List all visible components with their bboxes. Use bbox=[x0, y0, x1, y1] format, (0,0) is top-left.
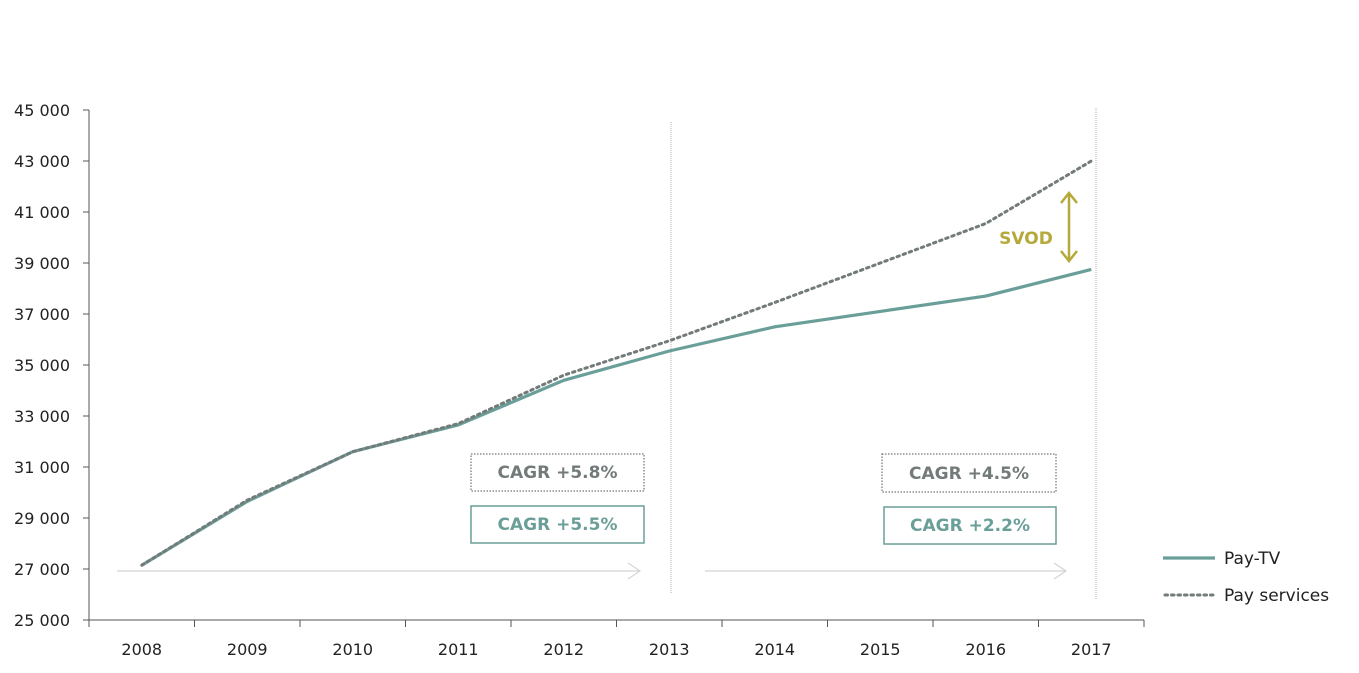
period-arrow-left bbox=[117, 562, 642, 580]
y-tick-label: 41 000 bbox=[14, 203, 70, 222]
svod-label: SVOD bbox=[999, 229, 1053, 249]
x-tick-label: 2015 bbox=[860, 640, 901, 659]
y-tick-label: 43 000 bbox=[14, 152, 70, 171]
cagr-right-paytv-label: CAGR +2.2% bbox=[910, 516, 1030, 536]
x-tick-label: 2016 bbox=[965, 640, 1006, 659]
y-ticks: 25 000 27 000 29 000 31 000 33 000 35 000 37 0… bbox=[14, 101, 89, 630]
legend-label-pay-services: Pay services bbox=[1224, 586, 1329, 606]
y-tick-label: 35 000 bbox=[14, 356, 70, 375]
x-tick-label: 2012 bbox=[543, 640, 584, 659]
y-tick-label: 33 000 bbox=[14, 407, 70, 426]
y-tick-label: 39 000 bbox=[14, 254, 70, 273]
cagr-right-pay-services-label: CAGR +4.5% bbox=[909, 464, 1029, 484]
x-tick-label: 2008 bbox=[121, 640, 162, 659]
cagr-box-right-paytv: CAGR +2.2% bbox=[883, 506, 1057, 545]
cagr-box-left-paytv: CAGR +5.5% bbox=[470, 505, 645, 544]
x-tick-label: 2010 bbox=[332, 640, 373, 659]
period-arrow-right bbox=[705, 562, 1068, 580]
x-ticks: 2008 2009 2010 2011 2012 2013 2014 2015 2016 2017 bbox=[88, 620, 1145, 659]
x-tick-label: 2017 bbox=[1071, 640, 1112, 659]
legend-label-pay-tv: Pay-TV bbox=[1224, 549, 1281, 569]
x-tick-label: 2011 bbox=[438, 640, 479, 659]
y-tick-label: 31 000 bbox=[14, 458, 70, 477]
cagr-box-left-pay-services: CAGR +5.8% bbox=[470, 453, 645, 492]
x-tick-label: 2013 bbox=[649, 640, 690, 659]
cagr-left-paytv-label: CAGR +5.5% bbox=[498, 515, 618, 535]
y-tick-label: 27 000 bbox=[14, 560, 70, 579]
cagr-left-pay-services-label: CAGR +5.8% bbox=[498, 463, 618, 483]
cagr-box-right-pay-services: CAGR +4.5% bbox=[881, 453, 1057, 493]
series-line-pay-services bbox=[140, 159, 1093, 567]
y-tick-label: 37 000 bbox=[14, 305, 70, 324]
legend: Pay-TV Pay services bbox=[1163, 549, 1329, 606]
y-tick-label: 45 000 bbox=[14, 101, 70, 120]
x-tick-label: 2009 bbox=[227, 640, 268, 659]
x-tick-label: 2014 bbox=[754, 640, 795, 659]
svod-double-arrow bbox=[1060, 190, 1078, 264]
y-tick-label: 25 000 bbox=[14, 611, 70, 630]
y-tick-label: 29 000 bbox=[14, 509, 70, 528]
